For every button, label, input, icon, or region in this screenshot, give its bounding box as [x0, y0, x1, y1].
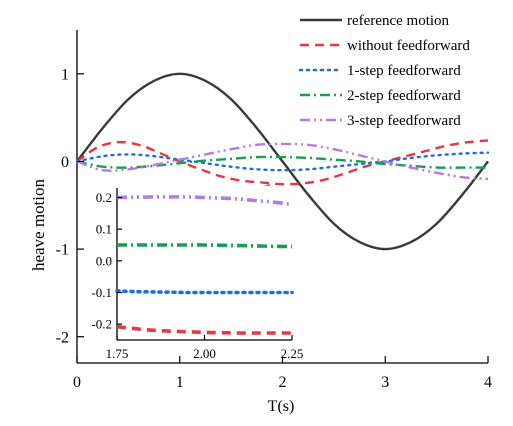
series-line-reference-motion: [76, 72, 489, 251]
inset-plot: 1.75 2.00 2.25 -0.2 -0.1 0.0 0.1 0.2: [86, 186, 303, 361]
y-tick-label: -0.2: [91, 317, 112, 332]
x-tick-label: 1.75: [106, 346, 129, 361]
legend-label: 2-step feedforward: [347, 88, 461, 104]
legend-label: 3-step feedforward: [347, 113, 461, 129]
x-axis-label: T(s): [268, 398, 295, 415]
legend-label: reference motion: [347, 13, 450, 29]
y-tick-label: 1: [61, 66, 69, 83]
main-ticks: 0 1 2 3 4 -2 -1 0 1: [56, 66, 492, 391]
series-line-without-feedforward: [76, 139, 489, 186]
x-tick-label: 1: [176, 374, 184, 391]
x-tick-label: 2.00: [193, 346, 216, 361]
x-tick-label: 2.25: [281, 346, 304, 361]
series-line-3-step-feedforward: [76, 142, 489, 181]
y-tick-label: -2: [56, 329, 69, 346]
y-axis-label: heave motion: [29, 178, 48, 271]
legend: reference motion without feedforward 1-ste…: [298, 13, 470, 129]
x-tick-label: 2: [279, 374, 287, 391]
inset-ticks: 1.75 2.00 2.25 -0.2 -0.1 0.0 0.1 0.2: [91, 190, 303, 361]
series-line-2-step-feedforward: [117, 243, 293, 249]
series-line-2-step-feedforward: [76, 155, 488, 169]
inset-background: [86, 186, 297, 346]
series-line-without-feedforward: [116, 324, 292, 335]
main-plot: 0 1 2 3 4 -2 -1 0 1 T(s) heave motion: [29, 30, 492, 415]
y-tick-label: -0.1: [91, 285, 112, 300]
y-tick-label: 0.1: [96, 222, 112, 237]
y-tick-label: 0.0: [96, 253, 112, 268]
y-tick-label: 0.2: [96, 190, 112, 205]
inset-series-group: [115, 195, 294, 335]
main-series-group: [75, 72, 490, 251]
legend-label: without feedforward: [347, 38, 470, 54]
y-tick-label: 0: [61, 154, 69, 171]
legend-label: 1-step feedforward: [347, 63, 461, 79]
x-tick-label: 0: [73, 374, 81, 391]
series-line-1-step-feedforward: [115, 289, 294, 295]
y-tick-label: -1: [56, 242, 69, 259]
series-line-1-step-feedforward: [75, 151, 490, 172]
x-tick-label: 4: [484, 374, 492, 391]
series-line-3-step-feedforward: [116, 195, 293, 207]
x-tick-label: 3: [381, 374, 389, 391]
